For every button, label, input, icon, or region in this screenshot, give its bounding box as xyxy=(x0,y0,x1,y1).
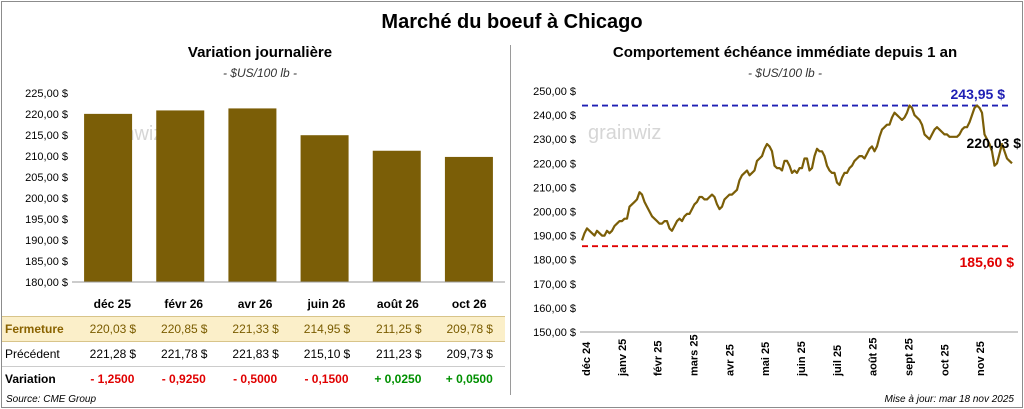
source-note: Source: CME Group xyxy=(6,394,97,405)
currency-cell: $ xyxy=(129,316,149,342)
y-tick-label: 230,00 $ xyxy=(533,134,576,146)
y-tick-label: 210,00 $ xyxy=(25,151,68,163)
y-tick-label: 250,00 $ xyxy=(533,86,576,98)
y-tick-label: 170,00 $ xyxy=(533,279,576,291)
x-tick-label: août 25 xyxy=(868,337,880,376)
x-tick-label: avr 25 xyxy=(724,344,736,376)
bar xyxy=(156,110,205,283)
currency-cell: $ xyxy=(343,341,363,367)
col-header: déc 25 xyxy=(93,297,132,311)
y-tick-label: 240,00 $ xyxy=(533,110,576,122)
y-tick-label: 205,00 $ xyxy=(25,172,68,184)
table-cell: 220,85 xyxy=(148,316,201,342)
table-cell: 220,03 xyxy=(76,316,130,342)
variation-cell: + 0,0250 xyxy=(374,372,422,386)
y-tick-label: 195,00 $ xyxy=(25,214,68,226)
table-cell: 221,28 xyxy=(76,341,130,367)
table-cell: 211,23 xyxy=(362,341,415,367)
x-tick-label: mai 25 xyxy=(760,342,772,376)
variation-cell: - 1,2500 xyxy=(90,372,135,386)
bar xyxy=(300,135,349,282)
line-chart-title: Comportement échéance immédiate depuis 1… xyxy=(612,44,958,61)
watermark: grainwiz xyxy=(588,122,661,144)
bar xyxy=(84,113,133,283)
row-label: Variation xyxy=(5,372,56,386)
table-cell: 211,25 xyxy=(362,316,415,342)
variation-cell: - 0,1500 xyxy=(304,372,349,386)
currency-cell: $ xyxy=(272,316,291,342)
bar xyxy=(372,150,421,282)
line-chart-unit: - $US/100 lb - xyxy=(747,66,823,80)
table-cell: 214,95 xyxy=(290,316,344,342)
low-label: 185,60 $ xyxy=(960,254,1015,270)
currency-cell: $ xyxy=(129,341,149,367)
y-tick-label: 180,00 $ xyxy=(25,277,68,289)
x-tick-label: sept 25 xyxy=(904,338,916,376)
row-label: Précédent xyxy=(2,341,77,367)
variation-cell: + 0,0500 xyxy=(445,372,493,386)
x-tick-label: juil 25 xyxy=(832,345,844,377)
currency-cell: $ xyxy=(486,316,505,342)
col-header: août 26 xyxy=(376,297,419,311)
y-tick-label: 225,00 $ xyxy=(25,88,68,100)
currency-cell: $ xyxy=(486,341,505,367)
table-cell: 209,73 xyxy=(433,341,487,367)
col-header: oct 26 xyxy=(451,297,487,311)
y-tick-label: 190,00 $ xyxy=(25,235,68,247)
table-row-variation: Variation - 1,2500 - 0,9250 - 0,5000 - 0… xyxy=(2,367,505,392)
table-cell: 215,10 xyxy=(290,341,344,367)
price-table: déc 25 févr 26 avr 26 juin 26 août 26 oc… xyxy=(2,292,505,391)
table-cell: 221,83 xyxy=(219,341,273,367)
y-tick-label: 185,00 $ xyxy=(25,256,68,268)
high-label: 243,95 $ xyxy=(951,86,1006,102)
y-tick-label: 200,00 $ xyxy=(25,193,68,205)
table-cell: 221,78 xyxy=(148,341,201,367)
y-tick-label: 190,00 $ xyxy=(533,231,576,243)
main-title: Marché du boeuf à Chicago xyxy=(381,11,643,33)
table-row-precedent: Précédent 221,28 $ 221,78 $ 221,83 $ 215,10… xyxy=(2,341,505,367)
x-tick-label: mars 25 xyxy=(689,334,701,376)
y-tick-label: 220,00 $ xyxy=(533,158,576,170)
y-tick-label: 200,00 $ xyxy=(533,207,576,219)
currency-cell: $ xyxy=(272,341,291,367)
currency-cell: $ xyxy=(200,341,220,367)
x-tick-label: févr 25 xyxy=(653,341,665,376)
y-tick-label: 210,00 $ xyxy=(533,182,576,194)
last-value-label: 220,03 $ xyxy=(967,135,1022,151)
x-tick-label: déc 24 xyxy=(581,341,593,376)
table-cell: 221,33 xyxy=(219,316,273,342)
variation-cell: - 0,5000 xyxy=(233,372,278,386)
currency-cell: $ xyxy=(414,316,434,342)
y-tick-label: 215,00 $ xyxy=(25,130,68,142)
col-header: juin 26 xyxy=(307,297,346,311)
x-tick-label: nov 25 xyxy=(975,341,987,376)
currency-cell: $ xyxy=(343,316,363,342)
table-header-row: déc 25 févr 26 avr 26 juin 26 août 26 oc… xyxy=(2,292,505,317)
y-tick-label: 160,00 $ xyxy=(533,303,576,315)
bar xyxy=(444,156,493,282)
x-tick-label: juin 25 xyxy=(796,341,808,377)
x-tick-label: janv 25 xyxy=(617,339,629,377)
bar-chart-unit: - $US/100 lb - xyxy=(222,66,298,80)
bar xyxy=(228,108,277,282)
table-cell: 209,78 xyxy=(433,316,487,342)
y-tick-label: 150,00 $ xyxy=(533,327,576,339)
x-tick-label: oct 25 xyxy=(939,344,951,376)
table-row-fermeture: Fermeture 220,03 $ 220,85 $ 221,33 $ 214,95… xyxy=(2,316,505,342)
currency-cell: $ xyxy=(200,316,220,342)
variation-cell: - 0,9250 xyxy=(161,372,206,386)
bar-chart: 180,00 $ 185,00 $ 190,00 $ 195,00 $ 200,00 $… xyxy=(25,88,505,289)
price-series-line xyxy=(580,104,1013,241)
col-header: févr 26 xyxy=(164,297,204,311)
panel-divider xyxy=(510,45,511,395)
y-tick-label: 220,00 $ xyxy=(25,109,68,121)
y-tick-label: 180,00 $ xyxy=(533,255,576,267)
col-header: avr 26 xyxy=(237,297,273,311)
currency-cell: $ xyxy=(414,341,434,367)
update-note: Mise à jour: mar 18 nov 2025 xyxy=(884,394,1014,405)
row-label: Fermeture xyxy=(2,316,77,342)
bar-chart-title: Variation journalière xyxy=(187,44,333,61)
